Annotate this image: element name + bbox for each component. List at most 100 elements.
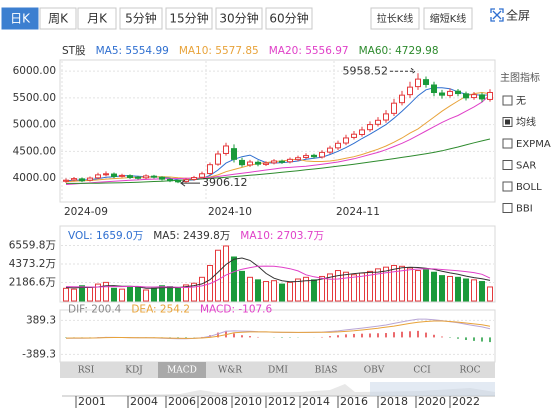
timeline-label: 2006 (168, 395, 196, 408)
indicator-tab[interactable]: DMI (268, 366, 288, 376)
candle-body (335, 142, 341, 149)
period-tab-box[interactable] (215, 7, 263, 30)
candle-body (231, 148, 237, 160)
candle-body (479, 94, 485, 100)
period-tab[interactable]: 5分钟 (125, 11, 157, 26)
legend-entry: VOL: 1659.0万 (68, 230, 143, 242)
volume-panel-border (59, 225, 496, 303)
zoom-button-box[interactable] (423, 7, 473, 30)
y-tick-label: 6000.00 (13, 65, 56, 77)
period-tab-box[interactable] (119, 7, 163, 30)
indicator-line (65, 94, 491, 185)
candle-body (455, 90, 461, 95)
indicator-checkbox[interactable] (502, 203, 513, 213)
volume-bar (231, 256, 237, 302)
period-tab-box[interactable] (265, 7, 313, 30)
candle-body (359, 129, 365, 135)
fullscreen-icon[interactable] (490, 8, 504, 22)
volume-bar (487, 286, 493, 302)
legend-entry: MA10: 5577.85 (179, 45, 259, 57)
volume-bar (447, 275, 453, 302)
volume-bar (367, 270, 373, 302)
indicator-checkbox[interactable] (502, 181, 513, 192)
indicator-check (505, 119, 510, 125)
candle-body (287, 158, 293, 163)
indicator-tab[interactable]: W&R (218, 366, 242, 376)
candle-body (167, 178, 173, 182)
zoom-button-box[interactable] (370, 7, 420, 30)
volume-bar (279, 283, 285, 302)
legend-entry: MA5: 5554.99 (96, 45, 169, 57)
indicator-tab[interactable]: MACD (167, 366, 197, 376)
volume-bar (167, 286, 173, 302)
indicator-option[interactable]: 无 (516, 96, 526, 107)
indicator-tab[interactable]: ROC (459, 366, 480, 376)
indicator-option[interactable]: EXPMA (516, 139, 551, 150)
legend-entry: MA10: 2703.7万 (240, 230, 324, 242)
period-tab-box[interactable] (1, 7, 39, 30)
indicator-checkbox[interactable] (502, 95, 513, 106)
y-tick-label: -389.3 (22, 348, 56, 360)
zoom-button[interactable]: 缩短K线 (430, 12, 467, 25)
y-tick-label: 2186.6万 (9, 277, 56, 289)
volume-bar (391, 264, 397, 302)
period-tab[interactable]: 60分钟 (269, 11, 308, 26)
x-tick-label: 2024-10 (208, 206, 252, 218)
period-tab-box[interactable] (39, 7, 77, 30)
indicator-option[interactable]: BBI (516, 204, 533, 215)
candle-body (199, 173, 205, 178)
volume-bar (431, 271, 437, 302)
volume-bar (399, 265, 405, 302)
volume-bar (303, 276, 309, 302)
indicator-tab[interactable]: OBV (364, 366, 385, 376)
indicator-tab[interactable]: RSI (78, 366, 95, 376)
indicator-tab[interactable]: BIAS (315, 366, 338, 376)
legend-entry: MA60: 4729.98 (359, 45, 439, 57)
x-tick-label: 2024-09 (64, 206, 108, 218)
period-tab[interactable]: 日K (10, 12, 31, 26)
y-tick-label: 5000.00 (13, 119, 56, 131)
legend-entry: DIF: 200.4 (68, 304, 122, 316)
candle-body (143, 175, 149, 179)
volume-bar (455, 276, 461, 302)
volume-bar (119, 288, 125, 302)
candle-body (103, 173, 109, 176)
indicator-tab[interactable]: KDJ (125, 366, 143, 376)
y-tick-label: 5500.00 (13, 92, 56, 104)
volume-bar (359, 272, 365, 302)
candle-body (295, 157, 301, 161)
legend-entry: DEA: 254.2 (131, 304, 190, 316)
high-arrow (390, 67, 416, 75)
volume-bar (87, 286, 93, 302)
volume-bar (247, 276, 253, 302)
period-tab[interactable]: 30分钟 (219, 11, 258, 26)
candle-body (375, 119, 381, 125)
indicator-option[interactable]: BOLL (516, 182, 542, 193)
period-tab[interactable]: 月K (87, 12, 108, 26)
indicator-tab[interactable]: CCI (413, 366, 431, 376)
volume-bar (95, 283, 101, 302)
volume-bar (271, 280, 277, 302)
indicator-checkbox[interactable] (502, 138, 513, 149)
period-tab-box[interactable] (77, 7, 117, 30)
indicator-checkbox[interactable] (502, 160, 513, 170)
indicator-option[interactable]: 均线 (516, 116, 536, 129)
candle-body (223, 145, 229, 154)
candle-body (279, 160, 285, 163)
period-tab[interactable]: 15分钟 (169, 11, 208, 26)
fullscreen-button[interactable]: 全屏 (506, 8, 530, 23)
volume-bar (343, 271, 349, 302)
candle-body (343, 137, 349, 144)
timeline-label: 2016 (340, 395, 368, 408)
volume-bar (423, 269, 429, 302)
period-tab[interactable]: 周K (48, 12, 69, 26)
candle-body (111, 173, 117, 177)
y-tick-label: 4500.00 (13, 145, 56, 157)
period-tab-box[interactable] (165, 7, 213, 30)
zoom-button[interactable]: 拉长K线 (377, 12, 414, 25)
indicator-option[interactable]: SAR (516, 161, 536, 172)
volume-bar (199, 276, 205, 302)
y-tick-label: 4373.2万 (9, 258, 56, 270)
